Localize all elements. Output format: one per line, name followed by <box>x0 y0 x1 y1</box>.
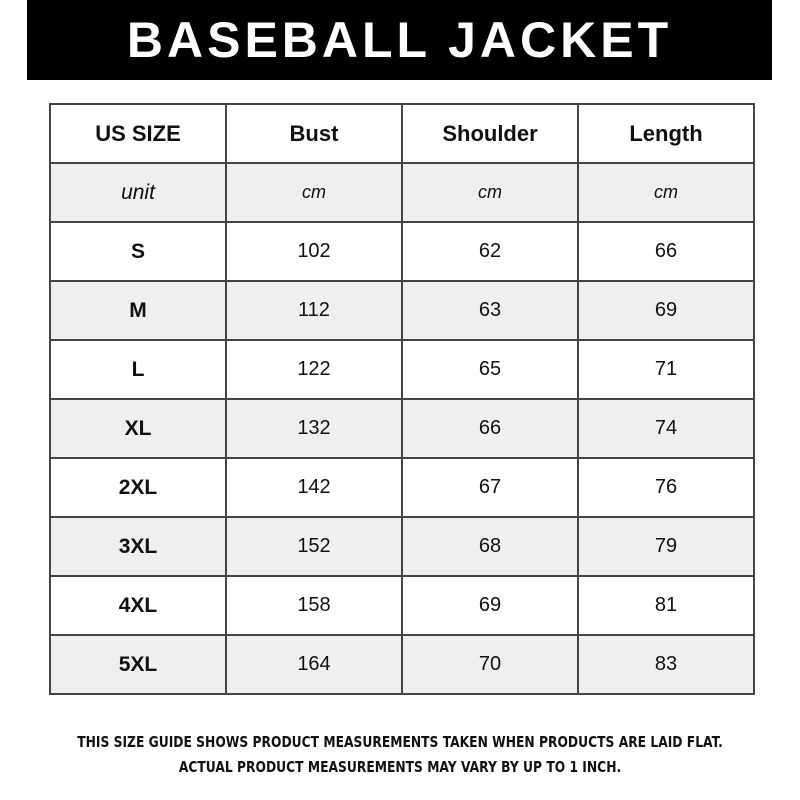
measurement-cell: 65 <box>401 339 579 400</box>
measurement-cell: 76 <box>577 457 755 518</box>
measurement-cell: 62 <box>401 221 579 282</box>
size-cell: XL <box>49 398 227 459</box>
unit-cell: cm <box>401 162 579 223</box>
measurement-cell: 81 <box>577 575 755 636</box>
measurement-cell: 69 <box>401 575 579 636</box>
measurement-cell: 70 <box>401 634 579 695</box>
measurement-cell: 112 <box>225 280 403 341</box>
table-row: 2XL 142 67 76 <box>49 457 755 518</box>
unit-cell: unit <box>49 162 227 223</box>
measurement-cell: 83 <box>577 634 755 695</box>
header-cell: Bust <box>225 103 403 164</box>
measurement-cell: 122 <box>225 339 403 400</box>
measurement-cell: 132 <box>225 398 403 459</box>
title-banner: BASEBALL JACKET <box>27 0 772 80</box>
size-cell: M <box>49 280 227 341</box>
header-cell: Length <box>577 103 755 164</box>
measurement-cell: 68 <box>401 516 579 577</box>
size-cell: 5XL <box>49 634 227 695</box>
size-cell: L <box>49 339 227 400</box>
measurement-cell: 79 <box>577 516 755 577</box>
size-cell: 3XL <box>49 516 227 577</box>
measurement-cell: 158 <box>225 575 403 636</box>
header-cell: Shoulder <box>401 103 579 164</box>
measurement-cell: 71 <box>577 339 755 400</box>
table-row: XL 132 66 74 <box>49 398 755 459</box>
size-chart-table: US SIZE Bust Shoulder Length unit cm cm … <box>49 103 755 695</box>
size-cell: S <box>49 221 227 282</box>
table-row: 4XL 158 69 81 <box>49 575 755 636</box>
note-line: ACTUAL PRODUCT MEASUREMENTS MAY VARY BY … <box>178 758 622 776</box>
measurement-cell: 152 <box>225 516 403 577</box>
measurement-cell: 142 <box>225 457 403 518</box>
table-row: L 122 65 71 <box>49 339 755 400</box>
header-cell: US SIZE <box>49 103 227 164</box>
measurement-cell: 66 <box>577 221 755 282</box>
unit-cell: cm <box>225 162 403 223</box>
unit-cell: cm <box>577 162 755 223</box>
size-cell: 4XL <box>49 575 227 636</box>
table-row: 3XL 152 68 79 <box>49 516 755 577</box>
note-line: THIS SIZE GUIDE SHOWS PRODUCT MEASUREMEN… <box>77 733 723 751</box>
unit-row: unit cm cm cm <box>49 162 755 223</box>
measurement-cell: 102 <box>225 221 403 282</box>
table-row: S 102 62 66 <box>49 221 755 282</box>
measurement-cell: 74 <box>577 398 755 459</box>
page-title: BASEBALL JACKET <box>126 12 673 68</box>
measurement-cell: 66 <box>401 398 579 459</box>
size-guide-note: THIS SIZE GUIDE SHOWS PRODUCT MEASUREMEN… <box>72 730 728 780</box>
measurement-cell: 164 <box>225 634 403 695</box>
measurement-cell: 69 <box>577 280 755 341</box>
header-row: US SIZE Bust Shoulder Length <box>49 103 755 164</box>
measurement-cell: 63 <box>401 280 579 341</box>
table-row: 5XL 164 70 83 <box>49 634 755 695</box>
size-cell: 2XL <box>49 457 227 518</box>
measurement-cell: 67 <box>401 457 579 518</box>
table-row: M 112 63 69 <box>49 280 755 341</box>
